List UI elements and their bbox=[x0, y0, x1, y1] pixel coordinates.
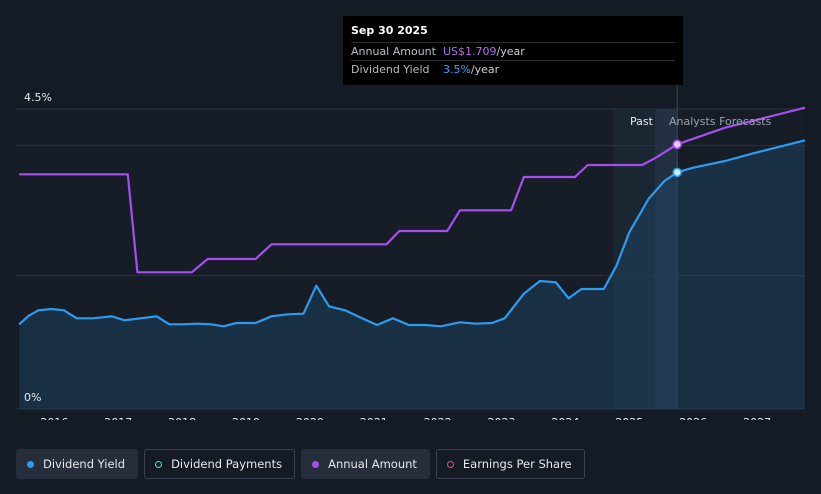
tooltip-row-dividend-yield: Dividend Yield 3.5% /year bbox=[351, 60, 675, 78]
legend-dot-icon bbox=[312, 460, 320, 468]
x-tick-label: 2019 bbox=[232, 416, 260, 420]
x-tick-label: 2020 bbox=[296, 416, 324, 420]
tooltip-value: 3.5% bbox=[443, 63, 471, 76]
x-tick-label: 2017 bbox=[104, 416, 132, 420]
dividend-yield-marker bbox=[672, 167, 682, 178]
x-tick-label: 2024 bbox=[551, 416, 579, 420]
dividend-chart: 2016 2017 2018 2019 2020 2021 2022 2023 2024 2025… bbox=[16, 85, 806, 420]
x-tick-label: 2021 bbox=[360, 416, 388, 420]
forecast-label: Analysts Forecasts bbox=[669, 115, 772, 128]
past-label: Past bbox=[630, 115, 654, 128]
x-tick-label: 2022 bbox=[424, 416, 452, 420]
chart-legend: Dividend Yield Dividend Payments Annual … bbox=[16, 449, 585, 479]
legend-dot-icon bbox=[27, 460, 34, 468]
legend-label: Dividend Yield bbox=[43, 457, 126, 471]
chart-areas bbox=[19, 140, 805, 410]
chart-markers bbox=[672, 85, 682, 409]
x-tick-label: 2025 bbox=[615, 416, 643, 420]
annual-amount-marker bbox=[672, 139, 682, 150]
x-tick-label: 2023 bbox=[488, 416, 516, 420]
tooltip-unit: /year bbox=[470, 63, 500, 76]
dividend-yield-area bbox=[19, 140, 805, 410]
legend-earnings-per-share[interactable]: Earnings Per Share bbox=[435, 449, 585, 479]
tooltip-label: Annual Amount bbox=[351, 45, 436, 58]
legend-dot-icon bbox=[446, 460, 454, 468]
legend-label: Dividend Payments bbox=[171, 457, 283, 471]
chart-tooltip: Sep 30 2025 Annual Amount US$1.709 /year… bbox=[343, 16, 683, 85]
x-axis-ticks: 2016 2017 2018 2019 2020 2021 2022 2023 2024 2025… bbox=[40, 416, 771, 420]
legend-dividend-payments[interactable]: Dividend Payments bbox=[144, 449, 296, 479]
y-tick-label: 4.5% bbox=[24, 91, 52, 104]
x-tick-label: 2018 bbox=[168, 416, 196, 420]
tooltip-unit: /year bbox=[496, 45, 525, 58]
y-tick-label: 0% bbox=[24, 391, 41, 404]
past-band bbox=[613, 109, 655, 409]
y-axis-ticks: 4.5% 0% bbox=[24, 91, 52, 404]
annual-amount-line bbox=[19, 106, 806, 274]
legend-annual-amount[interactable]: Annual Amount bbox=[301, 449, 430, 479]
chart-gridlines bbox=[16, 108, 805, 410]
region-labels: Past Analysts Forecasts bbox=[630, 115, 772, 128]
tooltip-date: Sep 30 2025 bbox=[351, 24, 428, 37]
legend-label: Annual Amount bbox=[328, 457, 417, 471]
chart-bands bbox=[16, 109, 805, 409]
tooltip-value: US$1.709 bbox=[443, 45, 497, 58]
legend-dividend-yield[interactable]: Dividend Yield bbox=[16, 449, 139, 479]
x-tick-label: 2026 bbox=[679, 416, 707, 420]
chart-lines bbox=[18, 106, 806, 328]
legend-dot-icon bbox=[155, 460, 163, 468]
dividend-yield-line bbox=[18, 139, 806, 328]
x-tick-label: 2016 bbox=[40, 416, 68, 420]
tooltip-row-annual-amount: Annual Amount US$1.709 /year bbox=[351, 42, 675, 60]
x-tick-label: 2027 bbox=[743, 416, 771, 420]
legend-label: Earnings Per Share bbox=[462, 457, 572, 471]
tooltip-label: Dividend Yield bbox=[351, 63, 430, 76]
